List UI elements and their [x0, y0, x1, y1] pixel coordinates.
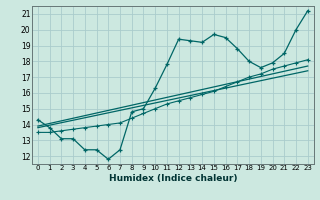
X-axis label: Humidex (Indice chaleur): Humidex (Indice chaleur)	[108, 174, 237, 183]
